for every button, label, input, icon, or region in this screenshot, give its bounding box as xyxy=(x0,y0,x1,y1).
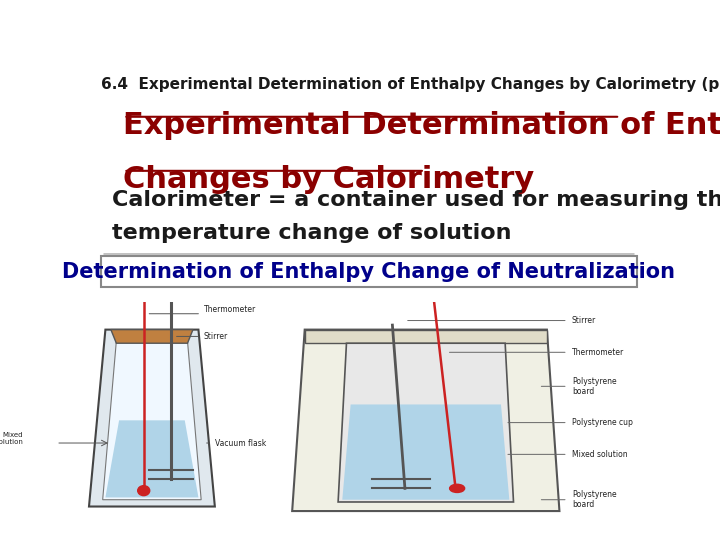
Text: Stirrer: Stirrer xyxy=(572,316,596,325)
Text: Determination of Enthalpy Change of Neutralization: Determination of Enthalpy Change of Neut… xyxy=(63,262,675,282)
Circle shape xyxy=(449,484,464,492)
Polygon shape xyxy=(305,329,547,343)
Polygon shape xyxy=(105,420,199,497)
Text: temperature change of solution: temperature change of solution xyxy=(112,223,512,243)
Text: Experimental Determination of Enthalpy: Experimental Determination of Enthalpy xyxy=(124,111,720,139)
Polygon shape xyxy=(89,329,215,507)
Text: Mixed solution: Mixed solution xyxy=(572,450,628,459)
Text: Thermometer: Thermometer xyxy=(204,305,256,314)
Text: Polystyrene cup: Polystyrene cup xyxy=(572,418,633,427)
Polygon shape xyxy=(111,329,193,343)
Text: Mixed
solution: Mixed solution xyxy=(0,432,23,445)
Polygon shape xyxy=(338,343,513,502)
Polygon shape xyxy=(292,329,559,511)
Text: Vacuum flask: Vacuum flask xyxy=(215,438,266,448)
Polygon shape xyxy=(103,341,201,500)
Text: Stirrer: Stirrer xyxy=(204,332,228,341)
Text: Thermometer: Thermometer xyxy=(572,348,624,357)
Text: Polystyrene
board: Polystyrene board xyxy=(572,490,616,509)
Text: Polystyrene
board: Polystyrene board xyxy=(572,376,616,396)
Text: Changes by Calorimetry: Changes by Calorimetry xyxy=(124,165,535,194)
Circle shape xyxy=(138,485,150,496)
Polygon shape xyxy=(342,404,509,500)
Text: Calorimeter = a container used for measuring the: Calorimeter = a container used for measu… xyxy=(112,190,720,210)
FancyBboxPatch shape xyxy=(101,256,637,287)
Text: 6.4  Experimental Determination of Enthalpy Changes by Calorimetry (p. 151): 6.4 Experimental Determination of Enthal… xyxy=(101,77,720,92)
